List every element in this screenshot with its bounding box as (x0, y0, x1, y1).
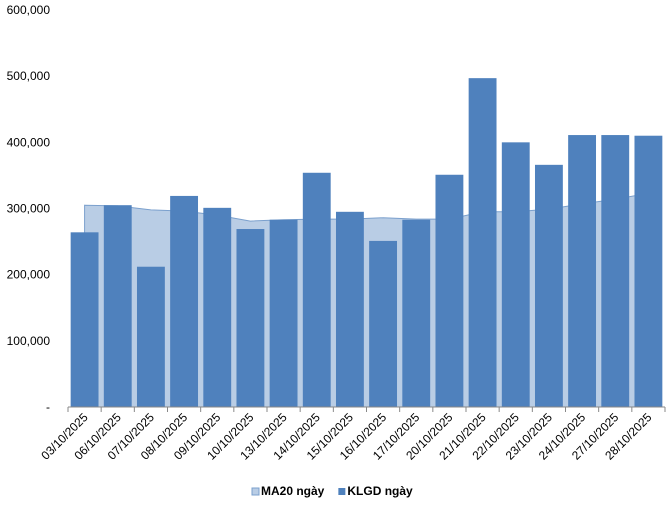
bar (136, 266, 165, 407)
bar (435, 174, 464, 407)
bar (335, 211, 364, 407)
bar (236, 229, 265, 407)
bar (634, 135, 663, 407)
legend-swatch (251, 487, 260, 496)
legend-label: MA20 ngày (261, 484, 325, 498)
bar (501, 142, 530, 408)
bar (302, 172, 331, 407)
bar (103, 205, 132, 407)
y-tick-label: 300,000 (7, 202, 51, 216)
y-tick-label: - (46, 400, 50, 414)
bar (468, 78, 497, 407)
y-tick-label: 400,000 (7, 135, 51, 149)
y-tick-label: 500,000 (7, 69, 51, 83)
bar (534, 164, 563, 407)
y-tick-label: 100,000 (7, 334, 51, 348)
bar (70, 232, 99, 407)
bar (369, 240, 398, 407)
bar (170, 195, 199, 407)
y-tick-label: 600,000 (7, 3, 51, 17)
legend-label: KLGD ngày (347, 484, 413, 498)
bar (402, 219, 431, 407)
bar (601, 135, 630, 407)
legend-swatch (338, 488, 346, 495)
bar (203, 207, 232, 407)
ma-area (84, 192, 649, 408)
y-tick-label: 200,000 (7, 268, 51, 282)
bar (269, 219, 298, 407)
bar (568, 135, 597, 407)
